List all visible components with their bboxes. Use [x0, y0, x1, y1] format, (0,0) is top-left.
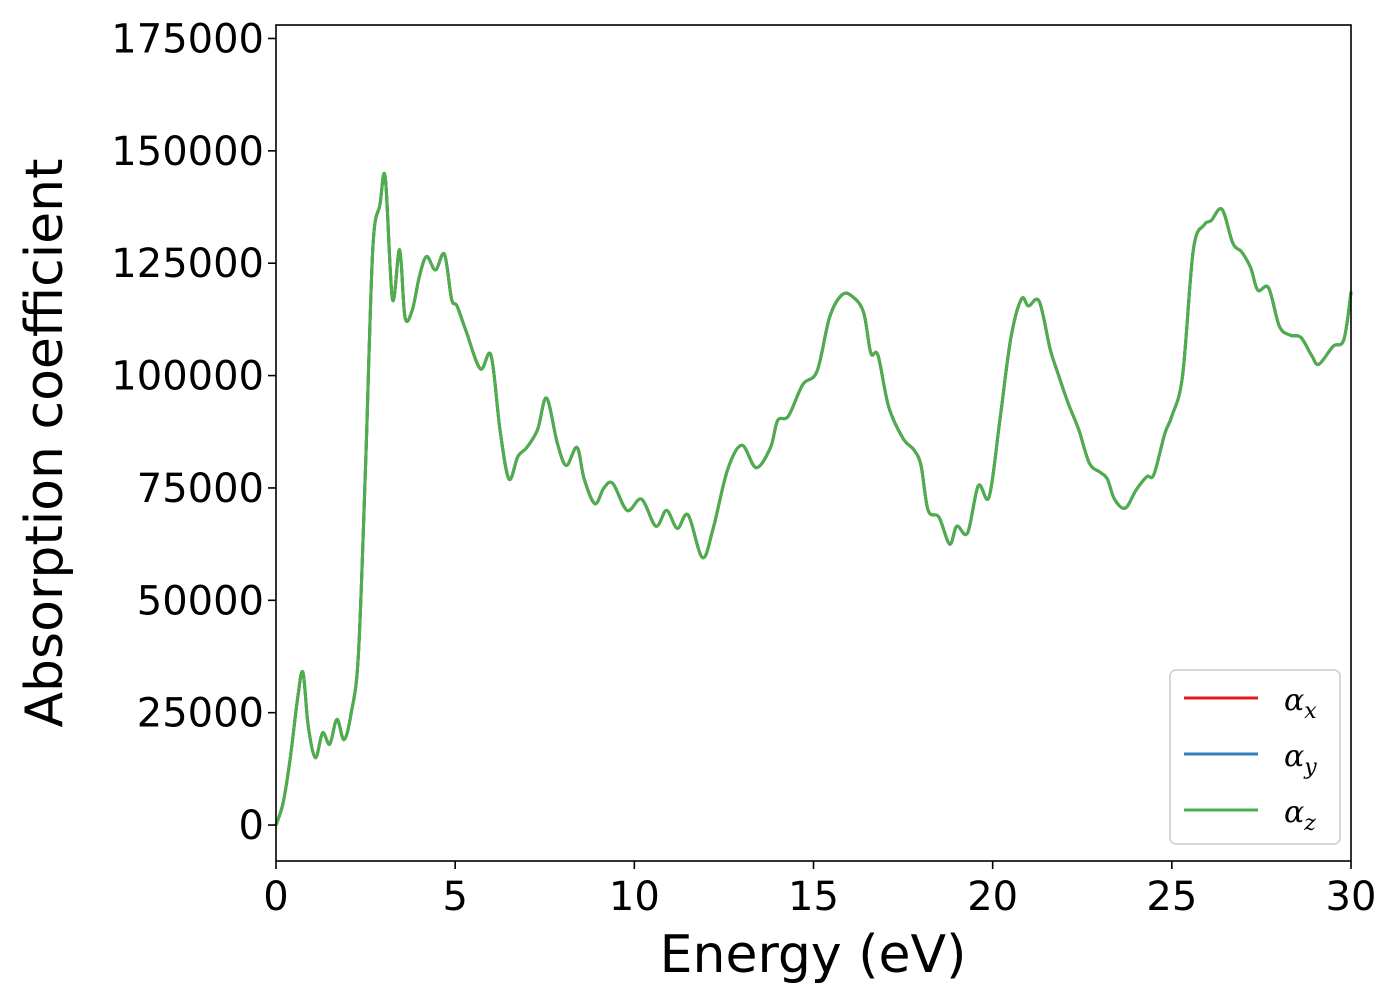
- series-lines: [274, 172, 1353, 827]
- x-tick-label: 5: [442, 874, 467, 920]
- x-tick-label: 15: [788, 874, 839, 920]
- legend-box: [1169, 669, 1341, 845]
- series-line-alpha-z: [274, 172, 1353, 827]
- x-tick-label: 30: [1326, 874, 1377, 920]
- y-tick-label: 25000: [137, 691, 264, 737]
- y-tick-label: 50000: [137, 578, 264, 624]
- x-tick-label: 20: [967, 874, 1018, 920]
- y-tick-label: 100000: [111, 354, 264, 400]
- legend-subscript: z: [1303, 811, 1316, 836]
- x-tick-label: 25: [1146, 874, 1197, 920]
- legend-subscript: x: [1304, 699, 1317, 724]
- y-tick-label: 150000: [111, 129, 264, 175]
- y-axis-title: Absorption coefficient: [15, 158, 75, 727]
- x-tick-label: 0: [263, 874, 288, 920]
- y-axis-ticks: 0 25000 50000 75000 100000 125000 150000 175000: [111, 16, 276, 849]
- x-axis-title: Energy (eV): [660, 925, 967, 985]
- legend-subscript: y: [1303, 755, 1317, 780]
- y-tick-label: 125000: [111, 241, 264, 287]
- x-axis-ticks: 0 5 10 15 20 25 30: [263, 861, 1376, 920]
- y-tick-label: 0: [239, 803, 264, 849]
- y-tick-label: 175000: [111, 16, 264, 62]
- x-tick-label: 10: [609, 874, 660, 920]
- y-tick-label: 75000: [137, 466, 264, 512]
